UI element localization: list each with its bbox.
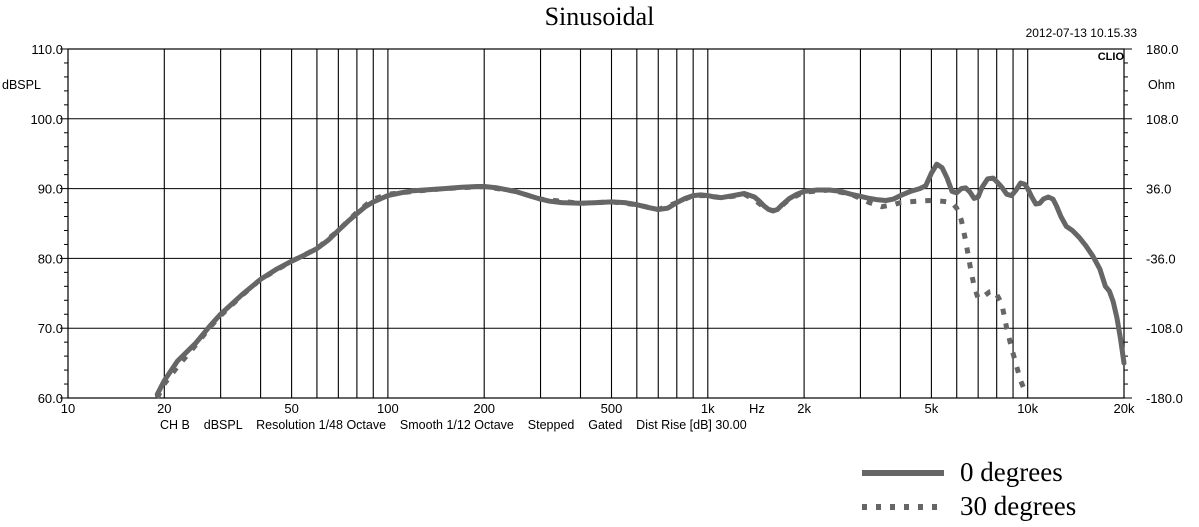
y2-tick-label: 36.0: [1146, 182, 1171, 197]
legend-entry-0-degrees: 0 degrees: [860, 455, 1190, 489]
chart-title: Sinusoidal: [544, 2, 655, 31]
x-tick-label: 200: [473, 401, 495, 416]
y2-tick-label: 108.0: [1146, 112, 1179, 127]
y-tick-label: 70.0: [38, 321, 63, 336]
legend-entry-30-degrees: 30 degrees: [860, 489, 1190, 523]
x-tick-label: 5k: [925, 401, 939, 416]
timestamp: 2012-07-13 10.15.33: [1025, 26, 1137, 40]
series-line-30-degrees: [154, 184, 1028, 400]
plot-area: [67, 48, 1125, 399]
plot-frame: [67, 48, 1125, 399]
y2-tick-label: -180.0: [1146, 391, 1183, 406]
x-tick-label: 500: [601, 401, 623, 416]
axis-labels: CLIO dBSPL Ohm Hz 110.0 100.0 90.0 80.0 70.0…: [2, 42, 1183, 416]
y2-tick-label: -108.0: [1146, 321, 1183, 336]
measurement-info: CH B dBSPL Resolution 1/48 Octave Smooth…: [160, 418, 747, 432]
x-tick-label: 1k: [701, 401, 715, 416]
brand-label: CLIO: [1098, 51, 1125, 63]
x-tick-label: 10k: [1017, 401, 1038, 416]
y-tick-label: 110.0: [31, 42, 63, 57]
y2-axis-label: Ohm: [1148, 78, 1175, 92]
legend-label-30-degrees: 30 degrees: [960, 490, 1077, 521]
grid: [60, 48, 1132, 399]
y-tick-label: 90.0: [38, 182, 63, 197]
x-axis-label: Hz: [749, 401, 765, 416]
series-line-0-degrees: [154, 161, 1127, 397]
y2-tick-label: 180.0: [1146, 42, 1179, 57]
x-tick-label: 10: [61, 401, 75, 416]
y-tick-label: 100.0: [30, 112, 63, 127]
y-axis-label: dBSPL: [2, 78, 41, 92]
x-tick-label: 20k: [1114, 401, 1135, 416]
x-tick-label: 100: [377, 401, 399, 416]
legend: 0 degrees 30 degrees: [860, 455, 1190, 523]
legend-dotted-swatch: [862, 504, 944, 510]
y2-tick-label: -36.0: [1146, 251, 1176, 266]
y-tick-label: 60.0: [38, 391, 63, 406]
x-tick-label: 50: [284, 401, 298, 416]
legend-solid-swatch: [862, 470, 944, 476]
x-tick-label: 2k: [797, 401, 811, 416]
y-tick-label: 80.0: [38, 251, 63, 266]
legend-label-0-degrees: 0 degrees: [960, 456, 1063, 487]
series-group: [154, 161, 1127, 400]
x-tick-label: 20: [157, 401, 171, 416]
